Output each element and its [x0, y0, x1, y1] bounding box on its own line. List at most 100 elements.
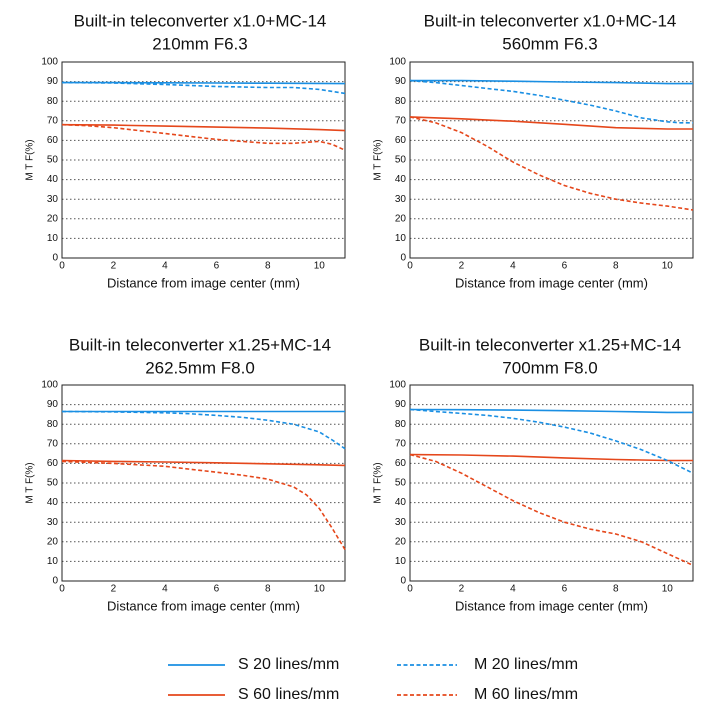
y-tick-label: 0 — [52, 253, 58, 264]
y-axis-label: M T F(%) — [373, 139, 384, 180]
y-tick-label: 60 — [47, 458, 59, 469]
y-tick-label: 70 — [395, 438, 407, 449]
x-axis-label: Distance from image center (mm) — [455, 275, 648, 290]
legend-label-m20: M 20 lines/mm — [474, 656, 578, 673]
y-tick-label: 30 — [395, 194, 407, 205]
x-tick-label: 6 — [214, 261, 220, 272]
y-tick-label: 100 — [389, 57, 406, 68]
legend-label-s60: S 60 lines/mm — [238, 686, 339, 703]
legend: S 20 lines/mm M 20 lines/mm S 60 lines/mm M… — [168, 656, 578, 703]
series-line-m20 — [409, 79, 693, 124]
x-tick-label: 8 — [265, 261, 271, 272]
x-tick-label: 4 — [510, 584, 516, 595]
series-line-m20 — [61, 410, 346, 450]
x-axis-label: Distance from image center (mm) — [107, 275, 300, 290]
x-tick-label: 4 — [162, 584, 168, 595]
y-tick-label: 100 — [389, 380, 406, 391]
y-tick-label: 10 — [47, 233, 59, 244]
chart-title-line-1: Built-in teleconverter x1.25+MC-14 — [69, 335, 331, 354]
x-tick-label: 6 — [562, 584, 568, 595]
y-axis-label: M T F(%) — [25, 462, 36, 503]
x-tick-label: 2 — [459, 261, 465, 272]
y-tick-label: 40 — [395, 497, 407, 508]
x-tick-label: 4 — [510, 261, 516, 272]
y-tick-label: 50 — [395, 478, 407, 489]
x-tick-label: 10 — [662, 261, 674, 272]
y-tick-label: 100 — [41, 380, 58, 391]
y-tick-label: 90 — [47, 76, 59, 87]
y-tick-label: 50 — [47, 478, 59, 489]
plot-frame — [409, 61, 694, 259]
series-line-m20 — [61, 81, 346, 95]
y-axis-label: M T F(%) — [25, 139, 36, 180]
y-tick-label: 80 — [47, 419, 59, 430]
y-tick-label: 20 — [395, 213, 407, 224]
chart-title-line-2: 700mm F8.0 — [502, 358, 597, 377]
plot-frame — [409, 384, 694, 582]
mtf-panel-2: Built-in teleconverter x1.0+MC-14 560mm F… — [373, 11, 694, 290]
chart-title-line-2: 210mm F6.3 — [152, 34, 247, 53]
series-line-m60 — [409, 453, 694, 567]
y-tick-label: 30 — [47, 517, 59, 528]
chart-title-line-1: Built-in teleconverter x1.25+MC-14 — [419, 335, 681, 354]
y-tick-label: 0 — [400, 253, 406, 264]
legend-label-m60: M 60 lines/mm — [474, 686, 578, 703]
x-tick-label: 8 — [613, 261, 619, 272]
x-axis-label: Distance from image center (mm) — [455, 598, 648, 613]
y-tick-label: 90 — [395, 76, 407, 87]
y-tick-label: 0 — [52, 576, 58, 587]
chart-title-line-1: Built-in teleconverter x1.0+MC-14 — [74, 11, 327, 30]
legend-label-s20: S 20 lines/mm — [238, 656, 339, 673]
y-tick-label: 40 — [47, 174, 59, 185]
x-tick-label: 0 — [59, 261, 65, 272]
y-tick-label: 70 — [47, 438, 59, 449]
plot-frame — [61, 61, 346, 259]
y-tick-label: 80 — [395, 419, 407, 430]
y-tick-label: 30 — [395, 517, 407, 528]
y-tick-label: 20 — [395, 536, 407, 547]
series-line-s60 — [409, 453, 693, 462]
y-axis-label: M T F(%) — [373, 462, 384, 503]
x-tick-label: 8 — [265, 584, 271, 595]
x-tick-label: 2 — [459, 584, 465, 595]
y-tick-label: 40 — [395, 174, 407, 185]
series-line-s20 — [62, 81, 346, 85]
plot-frame — [61, 384, 346, 582]
y-tick-label: 90 — [395, 399, 407, 410]
x-tick-label: 10 — [314, 261, 326, 272]
y-tick-label: 30 — [47, 194, 59, 205]
y-tick-label: 10 — [395, 233, 407, 244]
y-tick-label: 10 — [47, 556, 59, 567]
y-tick-label: 60 — [395, 135, 407, 146]
series-line-s60 — [61, 123, 346, 132]
x-tick-label: 0 — [407, 584, 413, 595]
series-line-m60 — [409, 116, 694, 211]
x-axis-label: Distance from image center (mm) — [107, 598, 300, 613]
y-tick-label: 80 — [47, 96, 59, 107]
x-tick-label: 6 — [562, 261, 568, 272]
y-tick-label: 50 — [395, 155, 407, 166]
x-tick-label: 8 — [613, 584, 619, 595]
x-tick-label: 2 — [111, 261, 117, 272]
y-tick-label: 90 — [47, 399, 59, 410]
x-tick-label: 0 — [59, 584, 65, 595]
y-tick-label: 80 — [395, 96, 407, 107]
x-tick-label: 0 — [407, 261, 413, 272]
y-tick-label: 40 — [47, 497, 59, 508]
y-tick-label: 20 — [47, 536, 59, 547]
y-tick-label: 100 — [41, 57, 58, 68]
series-line-m60 — [61, 460, 346, 551]
x-tick-label: 4 — [162, 261, 168, 272]
x-tick-label: 2 — [111, 584, 117, 595]
mtf-panel-1: Built-in teleconverter x1.0+MC-14 210mm F… — [25, 11, 346, 290]
x-tick-label: 6 — [214, 584, 220, 595]
y-tick-label: 60 — [395, 458, 407, 469]
y-tick-label: 50 — [47, 155, 59, 166]
series-line-s20 — [410, 79, 693, 85]
series-line-s60 — [61, 459, 346, 467]
series-line-s20 — [409, 408, 693, 414]
chart-title-line-2: 262.5mm F8.0 — [145, 358, 255, 377]
mtf-panel-4: Built-in teleconverter x1.25+MC-14 700mm … — [373, 335, 694, 613]
